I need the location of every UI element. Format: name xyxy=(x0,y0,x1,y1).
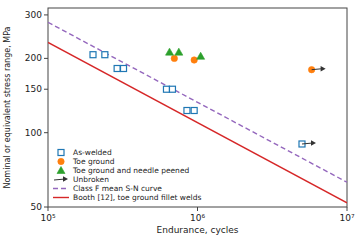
data-point xyxy=(114,65,120,71)
data-point xyxy=(121,65,127,71)
legend-swatch xyxy=(57,167,65,174)
tick-mark xyxy=(44,58,48,59)
legend-label: Class F mean S-N curve xyxy=(73,184,162,193)
chart: 50 100 150 200 300 10⁵ 10⁶ 10⁷ Endurance, cycles… xyxy=(0,0,357,237)
legend-item: As-welded xyxy=(58,148,112,157)
tick-mark xyxy=(197,207,198,211)
legend-swatch xyxy=(58,150,64,156)
tick-mark xyxy=(44,14,48,15)
unbroken-arrow xyxy=(312,66,326,72)
legend-item: Booth [12], toe ground fillet welds xyxy=(53,193,201,202)
sn-curve xyxy=(48,42,347,202)
tick-mark xyxy=(44,89,48,90)
x-axis-label: Endurance, cycles xyxy=(157,225,239,235)
legend-label: As-welded xyxy=(73,148,112,157)
data-point xyxy=(175,48,183,55)
tick-mark xyxy=(44,207,48,208)
tick-mark xyxy=(48,207,49,211)
tick-label: 150 xyxy=(25,84,42,94)
data-point xyxy=(102,52,108,58)
data-point xyxy=(184,108,190,114)
data-point xyxy=(163,86,169,92)
legend-label: Unbroken xyxy=(73,175,109,184)
data-point xyxy=(169,86,175,92)
data-point xyxy=(197,52,205,59)
arrow-head xyxy=(311,140,316,146)
tick-label: 10⁵ xyxy=(40,213,55,223)
data-point xyxy=(191,57,197,63)
legend-label: Toe ground xyxy=(72,157,115,166)
sn-curve xyxy=(48,22,347,182)
arrow-head xyxy=(321,66,326,72)
legend-swatch xyxy=(53,197,69,198)
tick-label: 100 xyxy=(25,128,42,138)
tick-mark xyxy=(347,207,348,211)
legend-swatch xyxy=(54,176,68,182)
tick-mark xyxy=(44,132,48,133)
legend-swatch xyxy=(58,158,64,164)
legend-item: Toe ground xyxy=(58,157,115,166)
legend-item: Class F mean S-N curve xyxy=(53,184,162,193)
legend-label: Booth [12], toe ground fillet welds xyxy=(73,193,201,202)
legend-item: Unbroken xyxy=(54,175,109,184)
tick-label: 10⁶ xyxy=(190,213,205,223)
tick-label: 200 xyxy=(25,53,42,63)
y-axis-label: Nominal or equivalent stress range, MPa xyxy=(3,26,12,188)
plot-area xyxy=(48,22,347,202)
data-point xyxy=(166,48,174,55)
tick-label: 300 xyxy=(25,10,42,20)
tick-label: 50 xyxy=(31,202,43,212)
data-point xyxy=(171,55,177,61)
legend-item: Toe ground and needle peened xyxy=(57,166,189,175)
legend-label: Toe ground and needle peened xyxy=(72,166,189,175)
unbroken-arrow xyxy=(302,140,316,146)
arrow-head xyxy=(63,176,68,182)
legend-swatch xyxy=(53,188,69,189)
data-point xyxy=(90,52,96,58)
data-point xyxy=(191,108,197,114)
tick-label: 10⁷ xyxy=(339,213,354,223)
legend: As-weldedToe groundToe ground and needle… xyxy=(53,148,201,202)
plot-frame xyxy=(48,8,347,207)
